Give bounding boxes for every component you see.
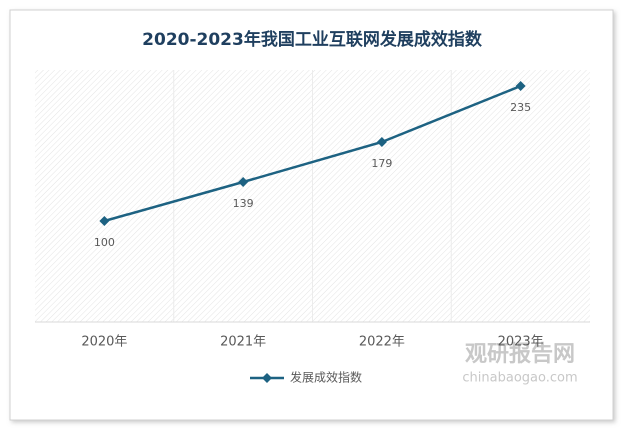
x-tick-label: 2022年 (359, 335, 405, 350)
data-label: 235 (510, 101, 531, 114)
marker (238, 177, 249, 187)
watermark-url: chinabaogao.com (462, 371, 577, 386)
data-label: 139 (233, 197, 254, 210)
line (104, 84, 522, 223)
legend-label: 发展成效指数 (290, 370, 362, 385)
marker (376, 137, 387, 147)
chart-title: 2020-2023年我国工业互联网发展成效指数 (142, 29, 483, 50)
x-tick-label: 2020年 (81, 335, 127, 350)
watermark-title: 观研报告网 (465, 342, 575, 367)
data-label: 100 (94, 236, 115, 249)
data-label: 179 (371, 157, 392, 170)
x-tick-label: 2021年 (220, 335, 266, 350)
marker (99, 216, 110, 226)
x-tick-label: 2023年 (498, 335, 544, 350)
marker (515, 81, 526, 91)
legend-marker (262, 373, 272, 383)
